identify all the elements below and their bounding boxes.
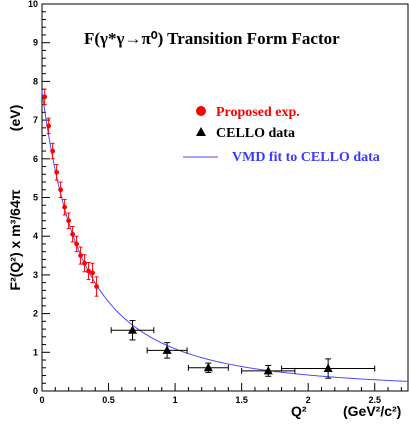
x-tick-label: 2 xyxy=(306,395,311,405)
y-tick-label: 8 xyxy=(33,76,38,86)
cello-point xyxy=(323,363,333,373)
y-tick-label: 5 xyxy=(33,193,38,203)
proposed-point xyxy=(90,270,95,276)
x-axis-unit: (GeV²/c²) xyxy=(343,403,401,419)
cello-point xyxy=(203,362,213,372)
y-tick-label: 7 xyxy=(33,115,38,125)
cello-point xyxy=(263,365,273,375)
legend-label-cello: CELLO data xyxy=(216,126,295,141)
chart-title: F(γ*γ→π⁰) Transition Form Factor xyxy=(84,29,340,48)
plot-frame xyxy=(41,3,409,392)
legend: Proposed exp. CELLO data VMD fit to CELL… xyxy=(183,105,380,165)
legend-marker-cello xyxy=(196,127,206,136)
y-tick-label: 3 xyxy=(33,270,38,280)
proposed-point xyxy=(66,218,72,224)
x-tick-label: 2.5 xyxy=(368,395,381,405)
y-tick-labels: 0 1 2 3 4 5 6 7 8 9 10 xyxy=(28,0,38,396)
legend-label-proposed: Proposed exp. xyxy=(216,105,300,120)
proposed-point xyxy=(54,169,60,175)
x-tick-labels: 0 0.5 1 1.5 2 2.5 xyxy=(39,395,380,405)
y-axis-label: F²(Q²) x m³/64π xyxy=(7,189,23,290)
y-tick-label: 6 xyxy=(33,154,38,164)
x-tick-label: 1.5 xyxy=(235,395,248,405)
cello-point xyxy=(128,325,138,334)
vmd-fit-line xyxy=(41,91,409,382)
error-bars xyxy=(42,88,376,379)
data-markers xyxy=(42,94,333,375)
y-tick-label: 2 xyxy=(33,309,38,319)
proposed-point xyxy=(70,231,76,237)
x-tick-label: 0.5 xyxy=(102,395,115,405)
proposed-point xyxy=(62,204,68,210)
y-tick-label: 1 xyxy=(33,347,38,357)
legend-marker-proposed xyxy=(196,106,206,116)
proposed-point xyxy=(42,94,48,100)
x-axis-label: Q² xyxy=(291,403,307,419)
x-tick-label: 0 xyxy=(39,395,44,405)
cello-point xyxy=(162,345,172,354)
proposed-point xyxy=(86,268,91,274)
proposed-point xyxy=(46,123,52,129)
proposed-point xyxy=(74,241,80,247)
axis-ticks xyxy=(41,3,402,392)
proposed-point xyxy=(82,260,87,266)
y-tick-label: 10 xyxy=(28,0,38,9)
legend-label-vmd: VMD fit to CELLO data xyxy=(232,150,380,165)
proposed-point xyxy=(78,253,83,258)
y-axis-unit: (eV) xyxy=(7,105,23,131)
y-tick-label: 9 xyxy=(33,38,38,48)
proposed-point xyxy=(50,148,56,154)
y-tick-label: 0 xyxy=(33,386,38,396)
x-tick-label: 1 xyxy=(173,395,178,405)
proposed-point xyxy=(94,284,99,289)
proposed-point xyxy=(58,187,64,193)
y-tick-label: 4 xyxy=(33,231,38,241)
